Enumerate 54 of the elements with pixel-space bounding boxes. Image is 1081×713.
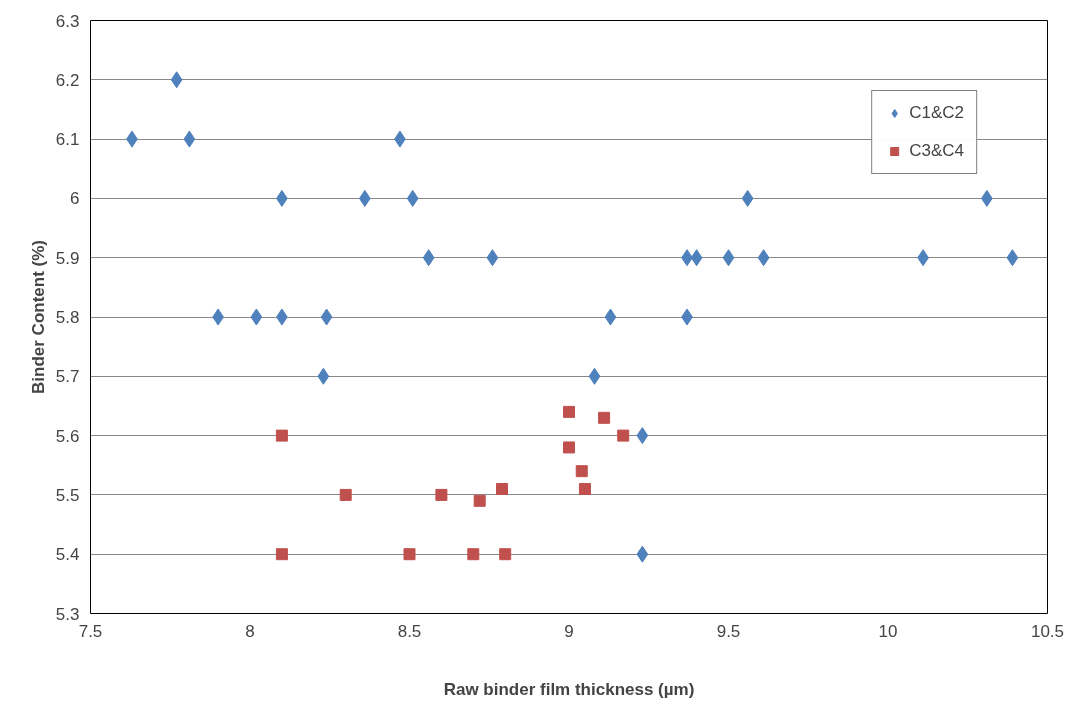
point: [575, 465, 588, 478]
point: [1006, 249, 1019, 267]
point: [563, 405, 575, 418]
point: [406, 189, 419, 207]
x-tick-label: 9.5: [716, 621, 741, 641]
point: [757, 249, 770, 267]
point: [486, 249, 499, 267]
y-axis-title: Binder Content (%): [28, 240, 48, 394]
x-tick-label: 8.5: [397, 621, 422, 641]
point: [422, 249, 435, 267]
y-tick-label: 5.3: [55, 604, 80, 624]
y-tick-label: 5.4: [55, 545, 80, 565]
point: [496, 482, 509, 495]
point: [473, 494, 486, 507]
point: [339, 488, 352, 501]
x-tick-label: 7.5: [78, 621, 103, 641]
point: [275, 429, 288, 442]
y-tick-label: 6.2: [55, 70, 80, 90]
point: [499, 548, 512, 561]
point: [741, 189, 754, 207]
point: [320, 308, 333, 326]
y-tick-label: 5.9: [55, 248, 80, 268]
x-axis-title: Raw binder film thickness (µm): [443, 679, 695, 699]
point: [722, 249, 735, 267]
point: [183, 130, 196, 148]
legend-label: C3&C4: [909, 141, 964, 161]
y-tick-label: 6: [70, 189, 80, 209]
y-tick-label: 5.6: [55, 426, 80, 446]
y-tick-label: 5.5: [55, 485, 80, 505]
y-tick-label: 5.7: [55, 367, 80, 387]
point: [170, 71, 183, 89]
point: [275, 548, 288, 561]
x-tick-label: 9: [564, 621, 574, 641]
point: [617, 429, 630, 442]
y-tick-label: 6.3: [55, 11, 80, 31]
point: [317, 367, 330, 385]
point: [690, 249, 703, 267]
x-tick-label: 10.5: [1030, 621, 1065, 641]
x-tick-label: 10: [878, 621, 898, 641]
point: [467, 548, 480, 561]
point: [636, 427, 649, 445]
point: [588, 367, 601, 385]
point: [435, 488, 448, 501]
point: [604, 308, 617, 326]
y-tick-label: 6.1: [55, 130, 80, 150]
point: [563, 441, 575, 454]
point: [250, 308, 263, 326]
x-tick-label: 8: [245, 621, 255, 641]
point: [578, 482, 591, 495]
point: [598, 411, 611, 424]
point: [636, 545, 649, 563]
legend-label: C1&C2: [909, 103, 964, 123]
point: [403, 548, 416, 561]
y-tick-label: 5.8: [55, 308, 80, 327]
